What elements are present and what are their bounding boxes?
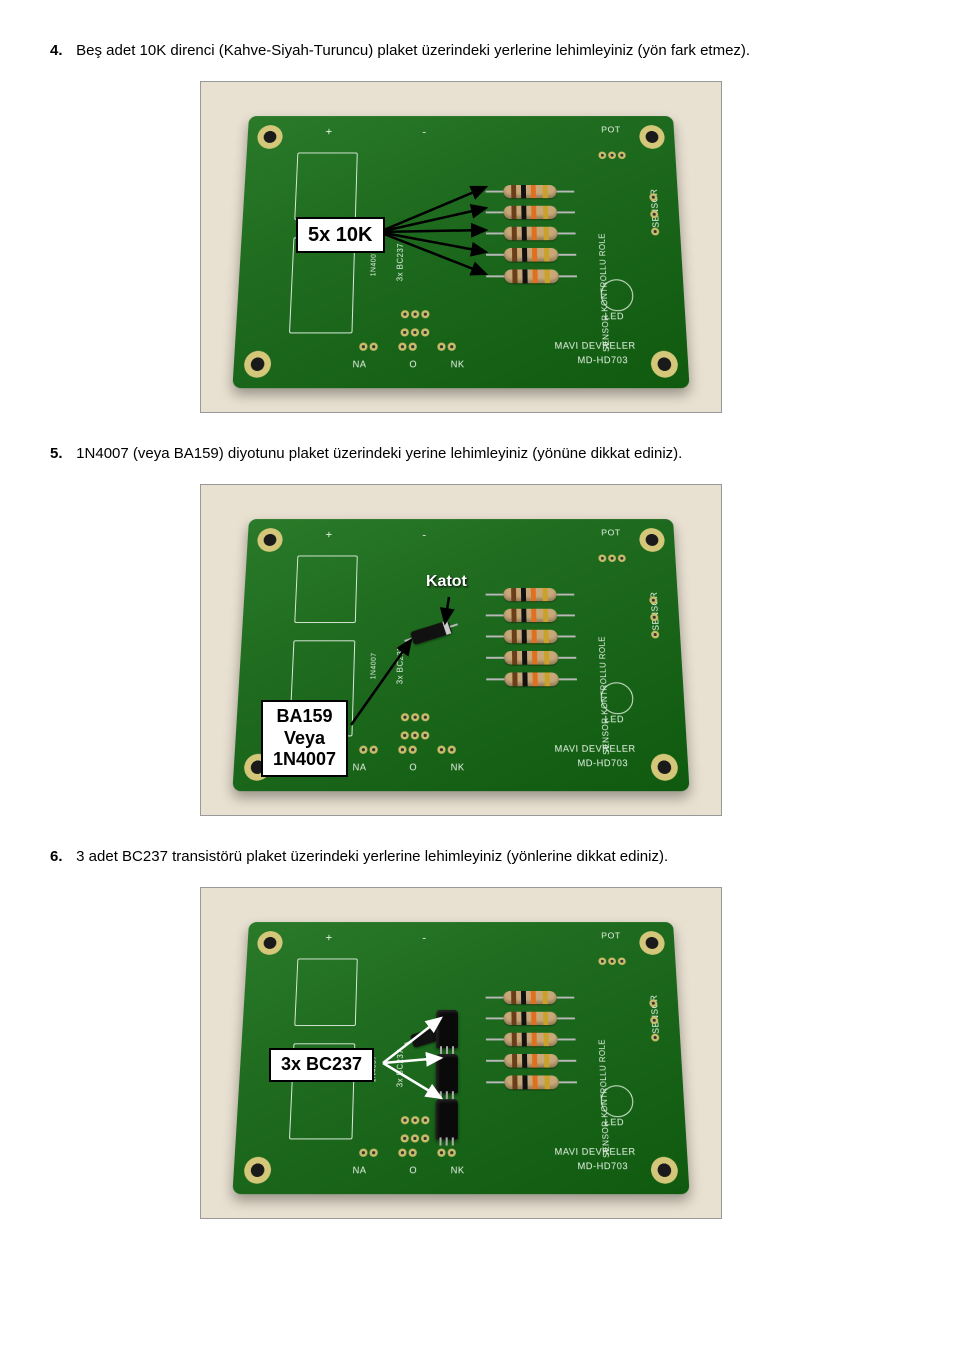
pcb-figure: + - POT SENSOR SENSOR KONTROLLU ROLE LED…: [200, 484, 722, 816]
step-number: 5.: [50, 443, 72, 464]
step-text: 5. 1N4007 (veya BA159) diyotunu plaket ü…: [50, 443, 910, 464]
resistor: [486, 1033, 576, 1046]
diode: [405, 619, 457, 647]
resistor: [486, 227, 576, 240]
resistor: [486, 206, 575, 219]
resistor: [486, 1075, 577, 1089]
pcb-figure: + - POT SENSOR SENSOR KONTROLLU ROLE LED…: [200, 887, 722, 1219]
step-text: 4. Beş adet 10K direnci (Kahve-Siyah-Tur…: [50, 40, 910, 61]
resistor: [486, 1054, 576, 1068]
pcb-figure: + - POT SENSOR SENSOR KONTROLLU ROLE LED…: [200, 81, 722, 413]
step-description: 1N4007 (veya BA159) diyotunu plaket üzer…: [76, 445, 682, 462]
callout-label: 3x BC237: [269, 1048, 374, 1082]
resistor: [486, 1012, 575, 1025]
resistor: [486, 672, 577, 686]
resistor: [486, 269, 577, 283]
resistor-group: [486, 991, 578, 1097]
transistor: [436, 1010, 458, 1048]
cathode-label: Katot: [426, 573, 467, 591]
step-number: 6.: [50, 846, 72, 867]
transistor-group: [435, 1010, 458, 1146]
transistor: [436, 1054, 458, 1093]
resistor: [486, 991, 575, 1004]
resistor: [486, 651, 576, 665]
resistor-group: [486, 588, 578, 694]
step-number: 4.: [50, 40, 72, 61]
step-description: Beş adet 10K direnci (Kahve-Siyah-Turunc…: [76, 42, 750, 59]
resistor: [486, 588, 575, 601]
resistor: [486, 248, 576, 262]
resistor: [486, 630, 576, 643]
step-text: 6. 3 adet BC237 transistörü plaket üzeri…: [50, 846, 910, 867]
transistor: [435, 1099, 458, 1139]
instruction-step: 4. Beş adet 10K direnci (Kahve-Siyah-Tur…: [50, 40, 910, 413]
resistor: [486, 609, 575, 622]
callout-label: 5x 10K: [296, 217, 385, 253]
step-description: 3 adet BC237 transistörü plaket üzerinde…: [76, 848, 668, 865]
instruction-step: 6. 3 adet BC237 transistörü plaket üzeri…: [50, 846, 910, 1219]
resistor-group: [486, 185, 578, 291]
callout-label: BA159Veya1N4007: [261, 700, 348, 777]
resistor: [486, 185, 575, 198]
instruction-step: 5. 1N4007 (veya BA159) diyotunu plaket ü…: [50, 443, 910, 816]
